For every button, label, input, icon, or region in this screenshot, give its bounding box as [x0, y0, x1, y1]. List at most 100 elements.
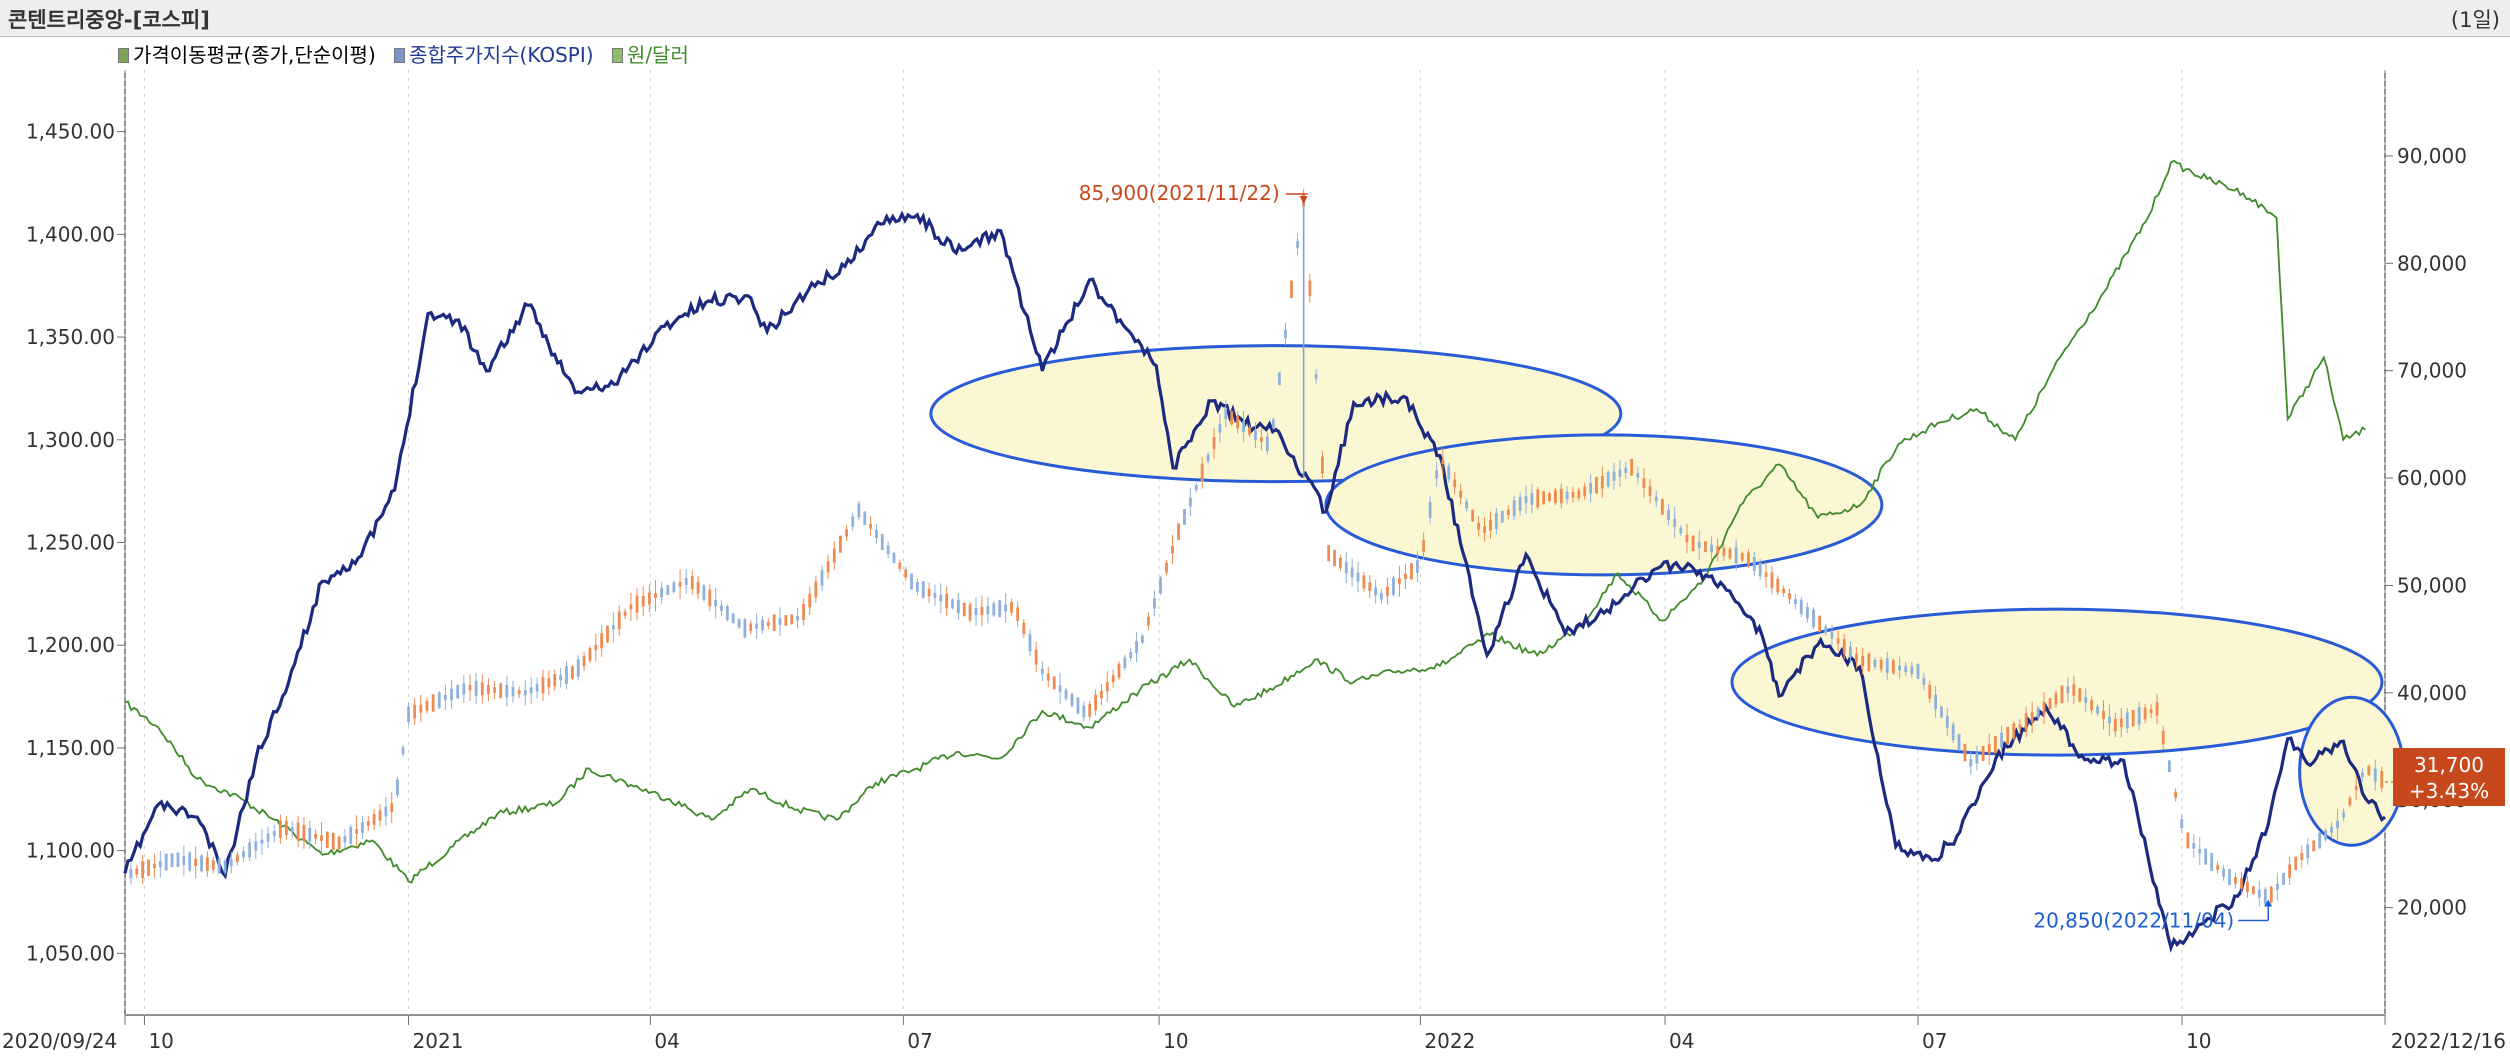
- candle-body: [904, 569, 908, 578]
- x-tick-label: 10: [148, 1029, 173, 1053]
- candle-body: [2240, 878, 2243, 889]
- candle-body: [1654, 496, 1658, 502]
- candle-body: [1040, 668, 1044, 674]
- title-bar: 콘텐트리중앙-[코스피] (1일): [0, 0, 2510, 37]
- candle-body: [384, 806, 388, 817]
- candle-body: [2228, 868, 2231, 886]
- candle-body: [1004, 604, 1008, 612]
- candle-body: [845, 529, 848, 537]
- candle-body: [743, 619, 747, 638]
- candle-body: [2288, 864, 2292, 878]
- candle-body: [875, 529, 878, 539]
- candle-body: [1327, 545, 1331, 562]
- candle-body: [2168, 760, 2171, 773]
- candle-body: [349, 826, 353, 844]
- candle-body: [1052, 676, 1056, 690]
- candle-body: [1362, 575, 1366, 589]
- period-label[interactable]: (1일): [2450, 8, 2500, 32]
- candle-body: [2024, 713, 2028, 731]
- legend-item-moving-average[interactable]: 가격이동평균(종가,단순이평): [118, 39, 376, 68]
- candle-body: [456, 684, 460, 699]
- candle-body: [992, 603, 996, 616]
- candle-body: [1206, 454, 1210, 462]
- high-price-arrow-icon: [1299, 195, 1308, 204]
- candle-body: [1799, 599, 1803, 614]
- candle-body: [1993, 735, 1997, 754]
- candle-body: [1290, 280, 1293, 299]
- candle-body: [372, 814, 376, 825]
- candle-body: [1200, 463, 1204, 482]
- candle-body: [1518, 497, 1522, 511]
- candle-body: [1404, 573, 1407, 580]
- candle-body: [511, 687, 515, 697]
- candle-body: [1500, 510, 1504, 523]
- candle-body: [826, 561, 830, 573]
- candle-body: [1536, 489, 1540, 508]
- candle-body: [248, 842, 252, 858]
- candle-body: [951, 599, 954, 609]
- candle-body: [158, 861, 162, 868]
- candle-body: [1034, 649, 1038, 665]
- candle-body: [2131, 709, 2135, 727]
- candle-body: [678, 582, 682, 587]
- candle-body: [1524, 496, 1528, 503]
- candle-body: [2276, 883, 2279, 890]
- candle-body: [1728, 548, 1732, 559]
- candle-body: [1764, 572, 1768, 578]
- candle-body: [933, 592, 937, 598]
- candle-body: [302, 824, 306, 842]
- candle-body: [1648, 486, 1652, 496]
- legend-item-usd-krw[interactable]: 원/달러: [611, 39, 689, 68]
- candle-body: [654, 593, 657, 599]
- candle-body: [164, 853, 168, 871]
- candle-body: [2060, 685, 2064, 703]
- candle-body: [278, 820, 282, 838]
- candle-body: [487, 684, 490, 695]
- candle-body: [737, 619, 741, 628]
- candle-body: [1410, 563, 1413, 580]
- candle-body: [2072, 684, 2076, 696]
- candle-body: [1691, 535, 1695, 552]
- candle-body: [1105, 681, 1109, 692]
- candle-body: [529, 687, 533, 694]
- candle-body: [2108, 716, 2111, 724]
- candle-body: [588, 647, 592, 661]
- candle-body: [1734, 547, 1738, 564]
- candle-body: [1046, 673, 1050, 681]
- candle-body: [1916, 663, 1920, 679]
- candle-body: [1934, 694, 1937, 709]
- left-tick-label: 1,300.00: [26, 428, 115, 452]
- candle-body: [1422, 540, 1426, 552]
- candle-body: [1805, 606, 1809, 619]
- candle-body: [1435, 470, 1439, 479]
- candle-body: [1212, 437, 1216, 450]
- candle-body: [1123, 657, 1127, 668]
- right-tick-label: 90,000: [2397, 144, 2467, 168]
- candle-body: [1236, 416, 1240, 429]
- candle-body: [647, 592, 651, 605]
- candle-body: [1624, 467, 1628, 473]
- candle-body: [1183, 509, 1186, 525]
- candle-body: [886, 545, 890, 555]
- candle-body: [1830, 631, 1834, 639]
- candle-body: [541, 677, 545, 694]
- candle-body: [1873, 659, 1877, 668]
- candle-body: [1642, 478, 1646, 488]
- candle-body: [1600, 476, 1604, 489]
- x-tick-label: 2020/09/24: [2, 1029, 117, 1053]
- candle-body: [629, 604, 633, 610]
- candle-body: [1758, 562, 1762, 577]
- candle-body: [986, 606, 990, 615]
- candle-body: [547, 678, 551, 688]
- left-tick-label: 1,150.00: [26, 736, 115, 760]
- legend-item-kospi[interactable]: 종합주가지수(KOSPI): [394, 39, 594, 68]
- candle-body: [147, 859, 150, 876]
- candle-body: [2186, 832, 2190, 849]
- left-tick-label: 1,400.00: [26, 222, 115, 246]
- candle-body: [1082, 705, 1086, 718]
- candle-body: [1374, 587, 1378, 596]
- candle-body: [1333, 549, 1336, 567]
- candle-body: [1660, 498, 1664, 515]
- candle-body: [1530, 493, 1534, 505]
